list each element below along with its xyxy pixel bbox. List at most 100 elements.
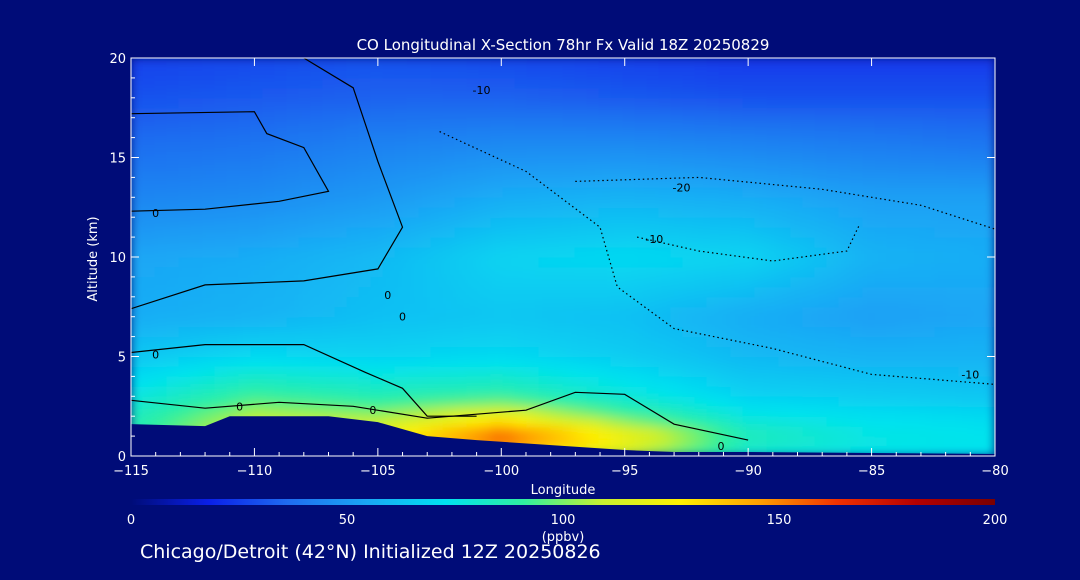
field-cell	[214, 127, 228, 139]
field-cell	[778, 375, 792, 387]
field-cell	[442, 87, 456, 99]
temperature-contours	[131, 58, 995, 441]
field-cell	[442, 206, 456, 218]
field-cell	[322, 316, 336, 328]
field-cell	[526, 296, 540, 308]
field-cell	[706, 166, 720, 178]
field-cell	[574, 206, 588, 218]
field-cell	[610, 316, 624, 328]
field-cell	[790, 375, 804, 387]
field-cell	[850, 356, 864, 367]
field-cell	[166, 196, 180, 208]
field-cell	[826, 346, 840, 357]
field-cell	[934, 236, 948, 248]
field-cell	[358, 296, 372, 308]
field-cell	[322, 186, 336, 198]
field-cell	[334, 296, 348, 308]
field-cell	[202, 196, 216, 208]
field-cell	[730, 356, 744, 367]
field-cell	[382, 117, 396, 129]
field-cell	[142, 127, 156, 139]
field-cell	[550, 246, 564, 258]
field-cell	[334, 365, 348, 377]
field-cell	[694, 346, 708, 357]
field-cell	[238, 296, 252, 308]
field-cell	[466, 405, 480, 417]
field-cell	[286, 206, 300, 218]
field-cell	[742, 186, 756, 198]
field-cell	[298, 117, 312, 129]
field-cell	[502, 306, 516, 318]
field-cell	[922, 67, 936, 79]
field-cell	[826, 137, 840, 149]
field-cell	[874, 166, 888, 178]
field-cell	[334, 226, 348, 238]
field-cell	[766, 395, 780, 407]
field-cell	[454, 385, 468, 397]
field-cell	[346, 166, 360, 178]
field-cell	[946, 147, 960, 158]
field-cell	[550, 87, 564, 99]
field-cell	[754, 395, 768, 407]
field-cell	[622, 87, 636, 99]
field-cell	[598, 385, 612, 397]
x-tick-label: −100	[483, 464, 519, 479]
contour-label: -10	[961, 368, 979, 381]
field-cell	[742, 266, 756, 278]
field-cell	[802, 67, 816, 79]
field-cell	[418, 356, 432, 367]
field-cell	[754, 246, 768, 258]
field-cell	[598, 236, 612, 248]
field-cell	[202, 137, 216, 149]
field-cell	[970, 415, 984, 427]
field-cell	[646, 58, 660, 69]
field-cell	[886, 107, 900, 119]
field-cell	[958, 385, 972, 397]
field-cell	[478, 375, 492, 387]
field-cell	[982, 266, 995, 278]
field-cell	[418, 67, 432, 79]
field-cell	[274, 306, 288, 318]
field-cell	[706, 58, 720, 69]
field-cell	[334, 67, 348, 79]
field-cell	[778, 266, 792, 278]
field-cell	[646, 186, 660, 198]
field-cell	[466, 97, 480, 109]
field-cell	[790, 127, 804, 139]
field-cell	[574, 346, 588, 357]
field-cell	[466, 425, 480, 437]
field-cell	[910, 346, 924, 357]
field-cell	[850, 176, 864, 188]
field-cell	[754, 196, 768, 208]
field-cell	[274, 256, 288, 268]
field-cell	[922, 375, 936, 387]
field-cell	[394, 137, 408, 149]
field-cell	[550, 435, 564, 447]
field-cell	[226, 127, 240, 139]
field-cell	[898, 435, 912, 447]
field-cell	[886, 286, 900, 298]
field-cell	[850, 67, 864, 79]
field-cell	[682, 97, 696, 109]
field-cell	[946, 236, 960, 248]
field-cell	[898, 365, 912, 377]
field-cell	[358, 58, 372, 69]
field-cell	[178, 226, 192, 238]
field-cell	[418, 87, 432, 99]
field-cell	[574, 216, 588, 228]
field-cell	[526, 246, 540, 258]
field-cell	[658, 415, 672, 427]
x-axis-label: Longitude	[531, 483, 596, 498]
field-cell	[490, 346, 504, 357]
field-cell	[430, 97, 444, 109]
field-cell	[238, 316, 252, 328]
field-cell	[370, 157, 384, 168]
field-cell	[298, 296, 312, 308]
field-cell	[598, 107, 612, 119]
field-cell	[838, 67, 852, 79]
field-cell	[814, 276, 828, 288]
field-cell	[622, 166, 636, 178]
field-cell	[778, 196, 792, 208]
field-cell	[274, 166, 288, 178]
